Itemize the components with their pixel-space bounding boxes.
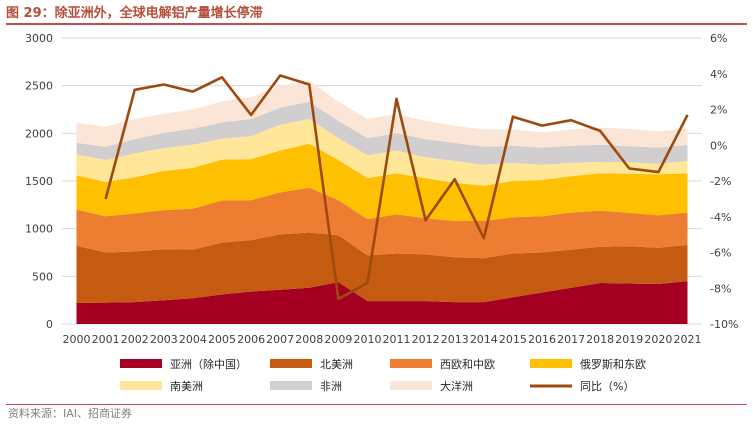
right-tick-label: -10%: [710, 318, 738, 331]
x-tick-label: 2010: [353, 333, 381, 346]
title-rule: [6, 23, 747, 25]
figure-title: 图 29：除亚洲外，全球电解铝产量增长停滞: [6, 6, 263, 21]
x-tick-label: 2020: [644, 333, 672, 346]
legend-label: 亚洲（除中国）: [170, 357, 247, 371]
x-tick-label: 2006: [237, 333, 265, 346]
right-tick-label: -2%: [710, 175, 731, 188]
left-tick-label: 1500: [25, 175, 53, 188]
legend-label: 南美洲: [170, 380, 203, 393]
left-tick-label: 2000: [25, 127, 53, 140]
right-axis-ticks: -10% -8% -6% -4% -2% 0% 2% 4% 6%: [710, 32, 738, 331]
right-tick-label: 2%: [710, 104, 727, 117]
x-tick-label: 2016: [528, 333, 556, 346]
x-tick-label: 2009: [324, 333, 352, 346]
x-tick-label: 2015: [499, 333, 527, 346]
x-axis-ticks: 2000 2001 2002 2003 2004 2005 2006 2007 2008 2009…: [63, 333, 702, 346]
left-tick-label: 3000: [25, 32, 53, 45]
left-tick-label: 2500: [25, 80, 53, 93]
legend-swatch: [530, 359, 572, 368]
x-tick-label: 2000: [63, 333, 91, 346]
yoy-line-group: [104, 74, 689, 301]
x-tick-label: 2003: [150, 333, 178, 346]
legend-swatch: [120, 381, 162, 390]
right-tick-label: 6%: [710, 32, 727, 45]
x-tick-label: 2011: [383, 333, 411, 346]
left-tick-label: 1000: [25, 223, 53, 236]
right-tick-label: 0%: [710, 139, 727, 152]
x-tick-label: 2001: [92, 333, 120, 346]
x-tick-label: 2004: [179, 333, 207, 346]
x-tick-label: 2002: [121, 333, 149, 346]
x-tick-label: 2005: [208, 333, 236, 346]
legend-label: 俄罗斯和东欧: [580, 358, 646, 371]
legend-swatch: [270, 381, 312, 390]
area-series: [76, 232, 688, 303]
area-series: [76, 101, 688, 165]
x-tick-label: 2019: [615, 333, 643, 346]
yoy-line: [104, 74, 689, 301]
legend-swatch: [270, 359, 312, 368]
x-tick-label: 2012: [412, 333, 440, 346]
x-tick-label: 2014: [470, 333, 498, 346]
right-tick-label: -8%: [710, 282, 731, 295]
area-series: [76, 187, 688, 259]
x-tick-label: 2021: [673, 333, 701, 346]
left-axis-ticks: 0 500 1000 1500 2000 2500 3000: [25, 32, 53, 331]
legend-label: 大洋洲: [440, 379, 473, 393]
legend-label: 北美洲: [320, 358, 353, 371]
source-note: 资料来源：IAI、招商证券: [8, 407, 133, 420]
area-series: [76, 119, 688, 186]
legend-swatch: [390, 359, 432, 368]
x-tick-label: 2013: [441, 333, 469, 346]
x-tick-label: 2017: [557, 333, 585, 346]
x-tick-label: 2008: [295, 333, 323, 346]
stacked-areas: [76, 80, 688, 324]
area-series: [76, 80, 688, 148]
legend-label: 同比（%）: [580, 380, 634, 393]
legend-label: 西欧和中欧: [440, 358, 495, 371]
x-tick-label: 2007: [266, 333, 294, 346]
right-tick-label: -4%: [710, 211, 731, 224]
source-rule: [6, 404, 747, 405]
right-tick-label: -6%: [710, 247, 731, 260]
legend-swatch: [120, 359, 162, 368]
x-tick-label: 2018: [586, 333, 614, 346]
area-series: [76, 281, 688, 324]
area-series: [76, 143, 688, 221]
legend-swatch: [390, 381, 432, 390]
left-tick-label: 0: [46, 318, 53, 331]
left-tick-label: 500: [32, 270, 53, 283]
legend-label: 非洲: [320, 380, 342, 393]
right-tick-label: 4%: [710, 68, 727, 81]
